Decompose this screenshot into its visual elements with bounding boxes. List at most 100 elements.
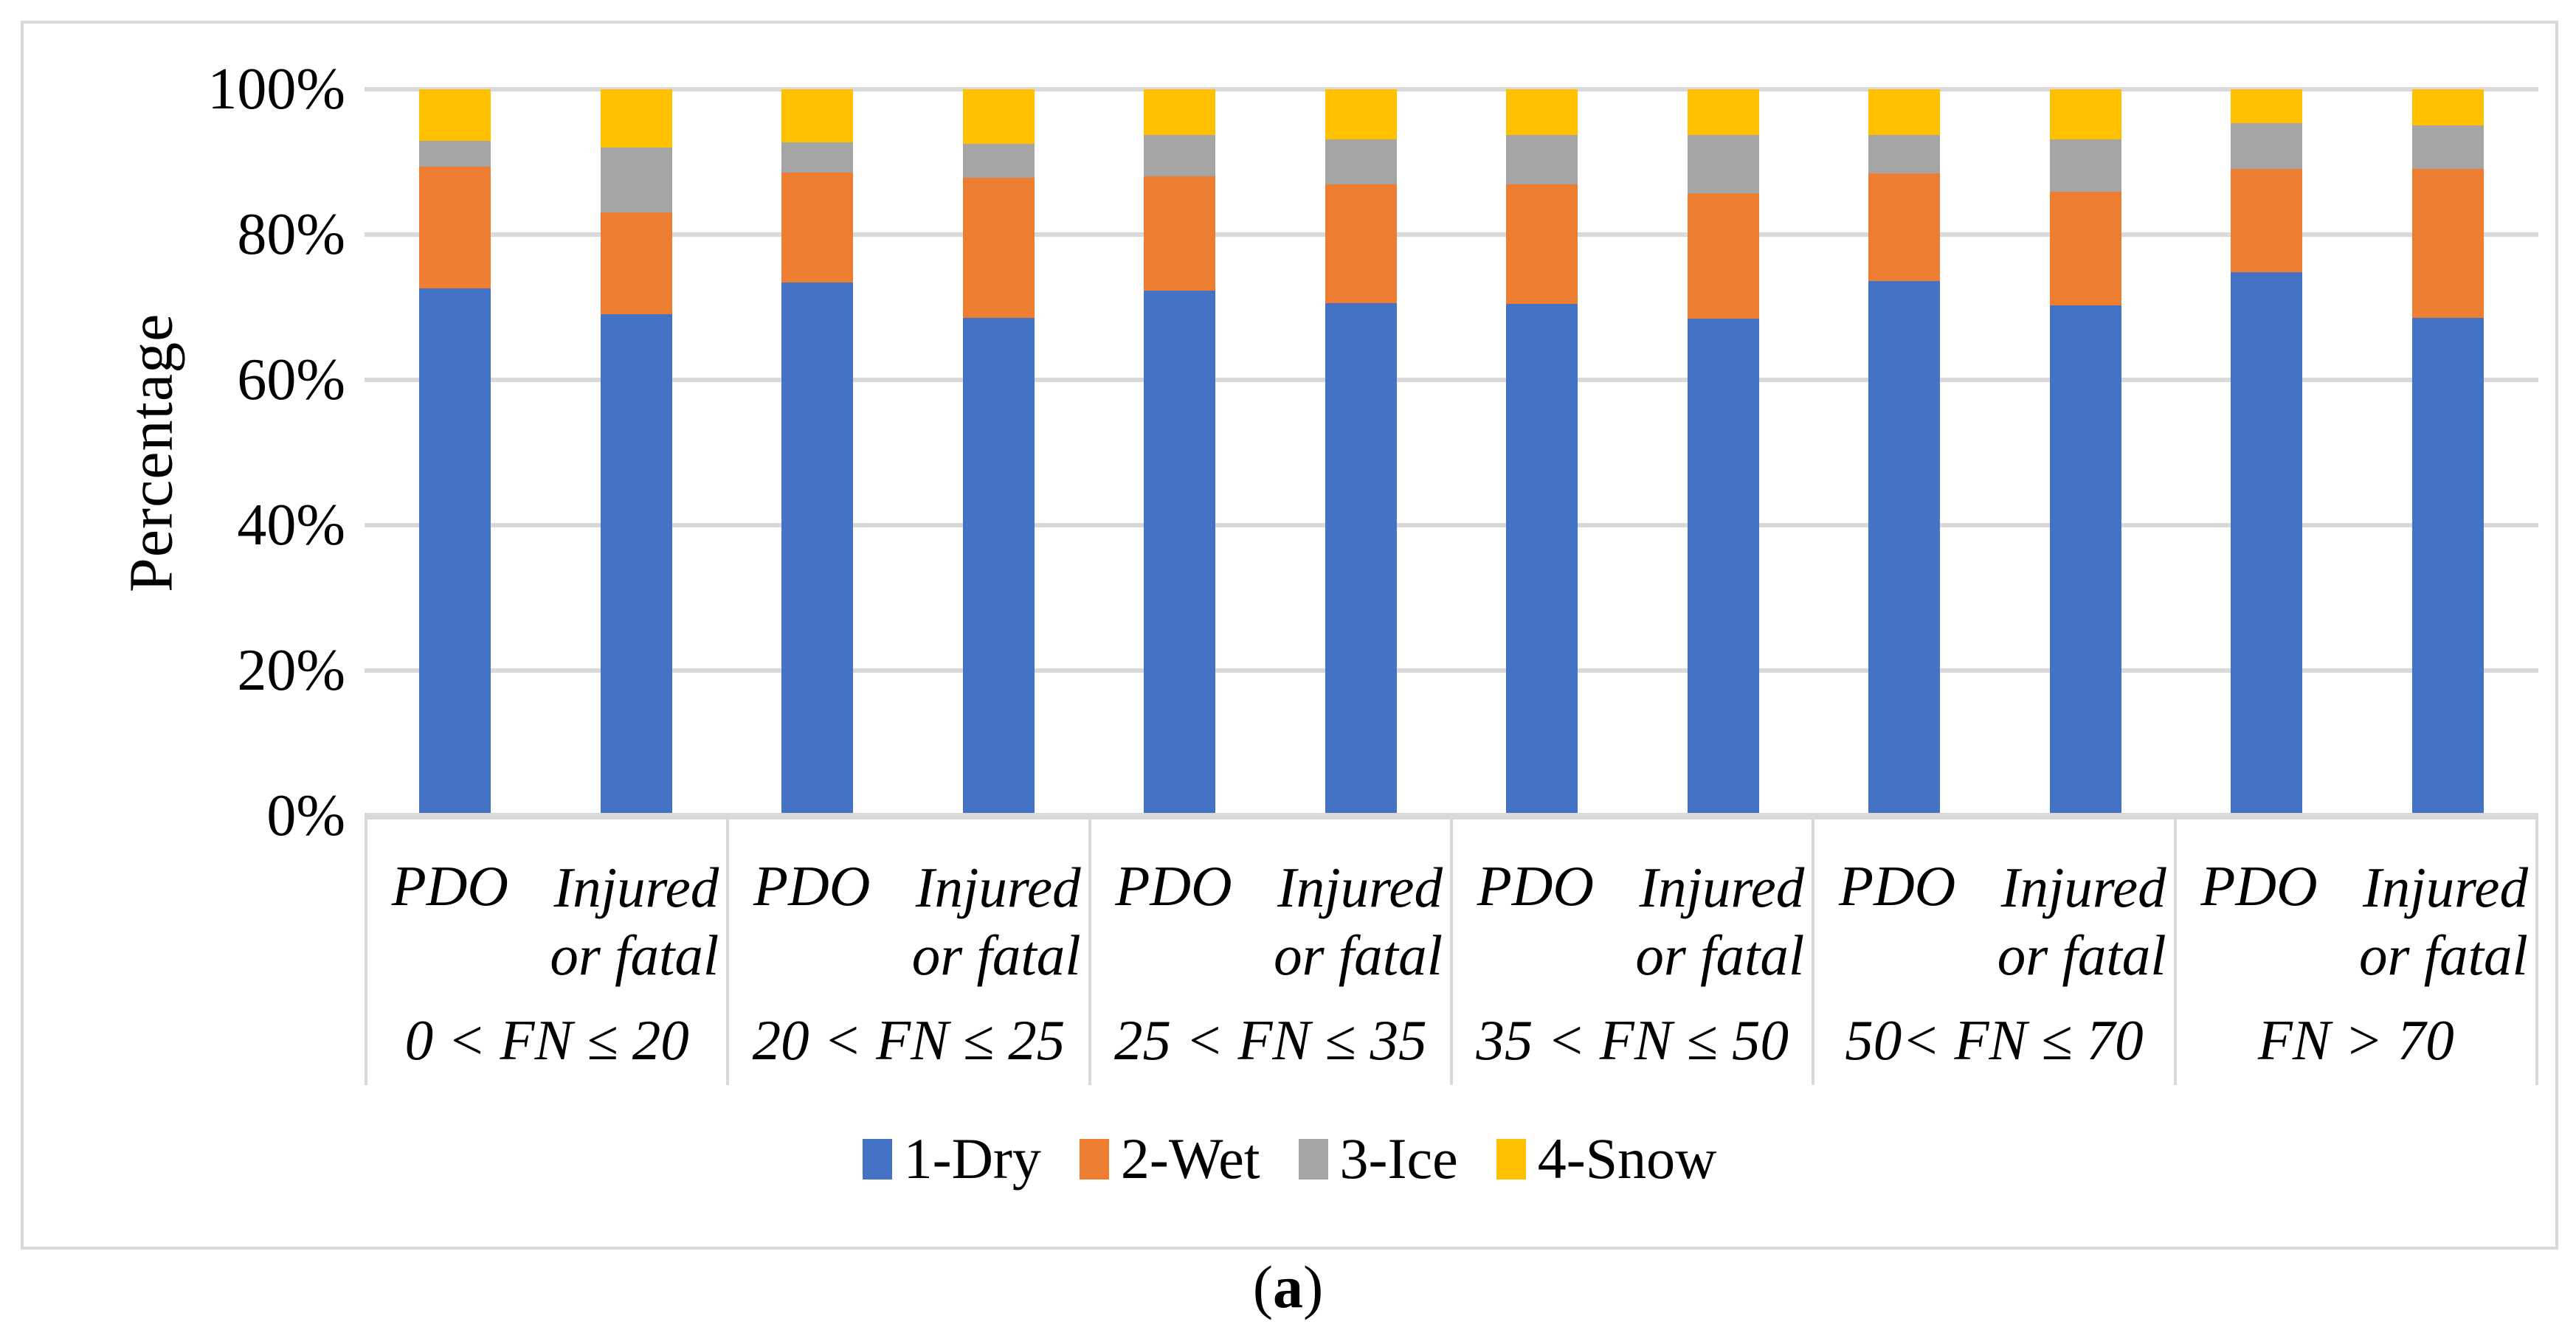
fn-range-label: 0 < FN ≤ 20 [404,1008,689,1072]
injured-or-fatal-label: Injured or fatal [1256,853,1450,989]
injured-label-line1: Injured [2000,856,2166,919]
gridline-100 [365,87,2538,91]
injured-label-line1: Injured [915,856,1081,919]
legend-marker-icon [862,1138,892,1180]
bar-segment-4-snow [1868,89,1941,136]
bar-segment-2-wet [1506,184,1578,304]
bar-segment-1-dry [600,314,672,816]
bar-segment-1-dry [2049,305,2121,816]
injured-label-line2: or fatal [1997,924,2166,987]
bar-segment-1-dry [1144,290,1216,816]
bar-segment-4-snow [2049,89,2121,139]
bar-segment-3-ice [1325,139,1397,185]
x-axis-line [365,813,2538,820]
y-tick-label-80: 80% [237,202,345,267]
bar-segment-2-wet [962,178,1035,319]
bar-segment-4-snow [962,89,1035,144]
bar-segment-2-wet [1144,176,1216,291]
group-cell-4: PDO Injured or fatal 35 < FN ≤ 50 [1449,820,1812,1085]
pdo-label: PDO [391,854,508,918]
y-tick-label-40: 40% [237,493,345,558]
bar-segment-4-snow [781,89,854,142]
bar-segment-3-ice [2411,125,2484,170]
bar-segment-1-dry [1868,281,1941,816]
bar-segment-1-dry [1506,303,1578,816]
group-cell-6: PDO Injured or fatal FN > 70 [2173,820,2538,1085]
y-tick-label-20: 20% [237,638,345,703]
x-axis-label-area: PDO Injured or fatal 0 < FN ≤ 20 PDO Injured o… [365,820,2538,1085]
bar-segment-3-ice [1506,135,1578,185]
stacked-bar-4 [962,89,1035,816]
bar-segment-1-dry [1687,319,1759,816]
pdo-label: PDO [2200,854,2318,918]
bar-segment-4-snow [2411,89,2484,126]
stacked-bar-7 [1506,89,1578,816]
legend-label: 3-Ice [1339,1126,1458,1191]
y-axis-title: Percentage [117,313,186,592]
stacked-bar-12 [2411,89,2484,816]
group-sublabels-3: PDO Injured or fatal [1091,820,1450,989]
group-sublabels-5: PDO Injured or fatal [1814,820,2173,989]
pdo-label: PDO [753,854,871,918]
stacked-bar-10 [2049,89,2121,816]
injured-label-line1: Injured [1277,856,1443,919]
group-cell-3: PDO Injured or fatal 25 < FN ≤ 35 [1088,820,1450,1085]
gridline-80 [365,232,2538,237]
bar-segment-4-snow [419,89,491,141]
injured-or-fatal-label: Injured or fatal [894,853,1088,989]
group-cell-1: PDO Injured or fatal 0 < FN ≤ 20 [365,820,726,1085]
stacked-bar-1 [419,89,491,816]
pdo-label: PDO [1115,854,1232,918]
pdo-label: PDO [1839,854,1956,918]
caption-open-paren: ( [1252,1253,1273,1320]
legend-item-1-dry: 1-Dry [862,1126,1041,1192]
stacked-bar-6 [1325,89,1397,816]
bar-segment-3-ice [2049,139,2121,192]
injured-or-fatal-label: Injured or fatal [1618,853,1812,989]
plot-area [365,87,2538,816]
fn-range-label: 50< FN ≤ 70 [1845,1008,2144,1072]
stacked-bar-5 [1144,89,1216,816]
bar-segment-1-dry [2231,272,2303,816]
injured-label-line2: or fatal [2359,924,2528,987]
bar-segment-1-dry [962,318,1035,816]
bar-segment-4-snow [1144,89,1216,136]
bar-segment-3-ice [419,140,491,167]
bar-segment-1-dry [2411,318,2484,816]
stacked-bar-11 [2231,89,2303,816]
group-sublabels-6: PDO Injured or fatal [2177,820,2535,989]
gridline-20 [365,668,2538,673]
stacked-bar-3 [781,89,854,816]
injured-label-line1: Injured [1639,856,1805,919]
pdo-label: PDO [1477,854,1594,918]
bar-segment-2-wet [2049,191,2121,305]
y-tick-label-0: 0% [266,783,345,848]
bar-segment-2-wet [781,173,854,283]
bar-segment-2-wet [2231,169,2303,273]
bar-segment-3-ice [962,143,1035,179]
bar-segment-3-ice [1868,135,1941,174]
injured-label-line2: or fatal [550,924,719,987]
bar-segment-2-wet [419,167,491,288]
bar-segment-4-snow [1506,89,1578,136]
injured-or-fatal-label: Injured or fatal [2341,853,2535,989]
injured-label-line1: Injured [2363,856,2528,919]
chart-figure: Percentage 100% 80% 60% 40% 20% 0% PDO Injured… [21,21,2558,1250]
group-sublabels-2: PDO Injured or fatal [729,820,1088,989]
fn-range-label: 35 < FN ≤ 50 [1476,1008,1789,1072]
legend: 1-Dry 2-Wet 3-Ice 4-Snow [24,1126,2555,1192]
legend-marker-icon [1496,1138,1526,1180]
bar-segment-3-ice [781,142,854,173]
stacked-bar-2 [600,89,672,816]
legend-label: 4-Snow [1537,1126,1717,1191]
gridline-60 [365,378,2538,382]
stacked-bar-8 [1687,89,1759,816]
bar-segment-1-dry [419,288,491,816]
bar-segment-3-ice [1687,135,1759,193]
caption-letter: a [1273,1253,1303,1320]
bar-segment-4-snow [2231,89,2303,124]
bar-segment-2-wet [2411,169,2484,319]
y-tick-label-100: 100% [207,57,345,122]
injured-label-line2: or fatal [1635,924,1805,987]
bar-segment-1-dry [1325,302,1397,816]
